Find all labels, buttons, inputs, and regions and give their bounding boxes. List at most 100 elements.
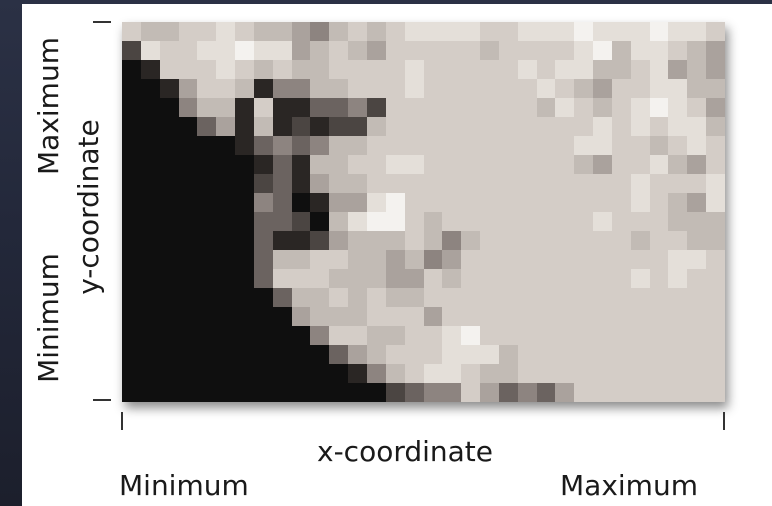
raster-cell: [197, 117, 217, 136]
raster-cell: [611, 250, 631, 269]
raster-cell: [310, 117, 330, 136]
raster-cell: [480, 364, 499, 383]
raster-cell: [216, 383, 236, 402]
raster-cell: [404, 326, 424, 345]
raster-cell: [291, 60, 311, 79]
raster-cell: [366, 155, 386, 174]
raster-cell: [574, 174, 594, 193]
raster-cell: [687, 136, 707, 155]
raster-cell: [159, 22, 179, 41]
raster-cell: [385, 212, 405, 231]
raster-cell: [687, 212, 707, 231]
raster-cell: [630, 231, 650, 250]
raster-cell: [536, 212, 556, 231]
raster-cell: [122, 212, 141, 231]
raster-cell: [253, 231, 273, 250]
raster-cell: [423, 136, 443, 155]
raster-cell: [649, 98, 669, 117]
raster-cell: [649, 383, 669, 402]
raster-cell: [706, 193, 725, 212]
raster-cell: [385, 288, 405, 307]
raster-cell: [348, 326, 367, 345]
raster-cell: [480, 212, 499, 231]
raster-cell: [329, 383, 349, 402]
raster-cell: [253, 212, 273, 231]
raster-cell: [310, 288, 330, 307]
raster-cell: [630, 22, 650, 41]
raster-cell: [668, 250, 688, 269]
raster-cell: [630, 326, 650, 345]
raster-cell: [197, 41, 217, 60]
raster-cell: [630, 60, 650, 79]
raster-cell: [442, 193, 462, 212]
raster-cell: [140, 174, 160, 193]
raster-cell: [291, 307, 311, 326]
raster-cell: [235, 307, 254, 326]
raster-cell: [461, 41, 481, 60]
raster-cell: [197, 288, 217, 307]
raster-cell: [668, 345, 688, 364]
raster-cell: [178, 41, 198, 60]
raster-cell: [574, 307, 594, 326]
raster-cell: [649, 155, 669, 174]
raster-cell: [461, 231, 481, 250]
raster-cell: [216, 269, 236, 288]
raster-cell: [630, 98, 650, 117]
raster-cell: [329, 22, 349, 41]
raster-cell: [178, 212, 198, 231]
raster-cell: [423, 383, 443, 402]
raster-cell: [122, 383, 141, 402]
raster-cell: [348, 345, 367, 364]
raster-cell: [291, 136, 311, 155]
raster-cell: [442, 364, 462, 383]
raster-cell: [536, 22, 556, 41]
raster-cell: [159, 174, 179, 193]
raster-cell: [385, 79, 405, 98]
raster-cell: [291, 22, 311, 41]
raster-cell: [536, 155, 556, 174]
raster-cell: [442, 345, 462, 364]
raster-cell: [404, 136, 424, 155]
raster-cell: [253, 136, 273, 155]
raster-cell: [122, 60, 141, 79]
raster-cell: [253, 79, 273, 98]
raster-cell: [329, 117, 349, 136]
raster-cell: [216, 307, 236, 326]
raster-cell: [235, 136, 254, 155]
raster-cell: [706, 383, 725, 402]
raster-cell: [442, 117, 462, 136]
raster-cell: [235, 174, 254, 193]
raster-cell: [461, 60, 481, 79]
raster-cell: [668, 117, 688, 136]
raster-cell: [668, 22, 688, 41]
raster-cell: [480, 79, 499, 98]
raster-cell: [385, 364, 405, 383]
raster-cell: [461, 345, 481, 364]
y-max-tick: [93, 21, 111, 23]
raster-cell: [480, 155, 499, 174]
raster-cell: [649, 269, 669, 288]
raster-cell: [235, 79, 254, 98]
raster-cell: [442, 212, 462, 231]
raster-cell: [517, 383, 537, 402]
raster-cell: [593, 22, 612, 41]
raster-cell: [536, 117, 556, 136]
raster-cell: [310, 326, 330, 345]
raster-cell: [385, 269, 405, 288]
raster-cell: [706, 155, 725, 174]
raster-cell: [329, 136, 349, 155]
raster-cell: [687, 79, 707, 98]
raster-cell: [272, 383, 292, 402]
raster-cell: [517, 117, 537, 136]
raster-cell: [687, 41, 707, 60]
raster-cell: [404, 250, 424, 269]
raster-cell: [348, 307, 367, 326]
raster-cell: [630, 345, 650, 364]
raster-cell: [649, 117, 669, 136]
raster-cell: [536, 136, 556, 155]
raster-cell: [593, 136, 612, 155]
raster-cell: [122, 231, 141, 250]
raster-cell: [272, 250, 292, 269]
raster-cell: [159, 41, 179, 60]
raster-cell: [310, 364, 330, 383]
